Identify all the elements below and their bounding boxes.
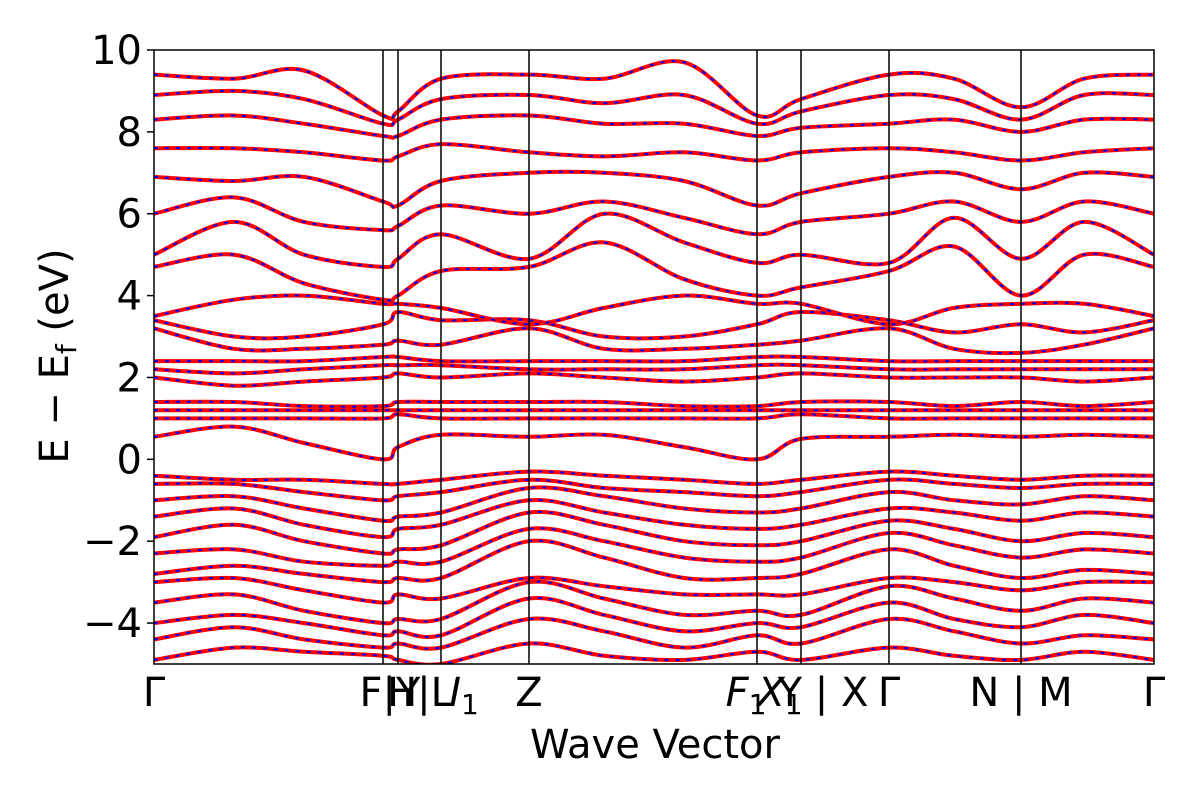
band-line-red-19 [154, 326, 1154, 356]
y-tick-label-5: 6 [117, 192, 142, 238]
x-kpoint-label-5: F1 [726, 670, 767, 721]
x-kpoint-label-9: N | M [969, 670, 1072, 716]
band-line-blue-dashed-17 [154, 363, 1154, 375]
y-tick-label-0: −4 [83, 601, 142, 647]
x-kpoint-label-8: Γ [878, 670, 901, 716]
band-line-blue-dashed-10 [154, 478, 1154, 502]
x-kpoint-label-3: I1 [449, 670, 479, 721]
y-axis-ticks: −4 −2 0 2 4 6 8 10 [83, 28, 154, 647]
x-kpoint-label-6: X1 [755, 670, 802, 721]
band-line-blue-dashed-1 [154, 617, 1154, 650]
y-axis-label: E − Ef (eV) [32, 248, 83, 463]
band-line-blue-dashed-16 [154, 372, 1154, 387]
y-axis-label-main: E − E [32, 354, 78, 464]
band-line-blue-dashed-23 [154, 212, 1154, 268]
band-line-blue-dashed-11 [154, 470, 1154, 486]
x-kpoint-label-2: H|L [387, 670, 454, 716]
y-tick-label-7: 10 [91, 28, 142, 74]
y-tick-label-3: 2 [117, 355, 142, 401]
band-line-blue-dashed-28 [154, 89, 1154, 127]
band-line-blue-dashed-21 [154, 294, 1154, 326]
band-line-blue-dashed-18 [154, 355, 1154, 363]
kpoint-separators [382, 50, 1022, 664]
y-tick-label-2: 0 [117, 437, 142, 483]
band-line-blue-dashed-12 [154, 425, 1154, 461]
band-line-blue-dashed-3 [154, 580, 1154, 625]
band-line-blue-dashed-0 [154, 642, 1154, 664]
band-line-red-9 [154, 485, 1154, 523]
band-line-blue-dashed-2 [154, 596, 1154, 638]
band-line-blue-dashed-13 [154, 413, 1154, 420]
x-axis-label: Wave Vector [530, 722, 781, 768]
band-line-blue-dashed-4 [154, 576, 1154, 604]
band-line-blue-dashed-29 [154, 60, 1154, 120]
band-line-red-27 [154, 113, 1154, 140]
x-kpoint-label-10: Γ [1143, 670, 1166, 716]
band-line-blue-dashed-24 [154, 196, 1154, 236]
y-axis-label-unit: (eV) [32, 248, 78, 331]
x-kpoint-label-4: Z [515, 670, 542, 716]
band-line-blue-dashed-5 [154, 539, 1154, 584]
band-line-blue-dashed-22 [154, 241, 1154, 302]
y-tick-label-4: 4 [117, 274, 142, 320]
band-line-blue-dashed-7 [154, 510, 1154, 555]
plot-frame [153, 49, 1155, 665]
y-tick-label-1: −2 [83, 519, 142, 565]
x-kpoint-label-0: Γ [143, 670, 166, 716]
x-kpoint-label-1: F|Y [360, 670, 421, 716]
band-line-blue-dashed-15 [154, 400, 1154, 408]
y-axis-label-space [32, 332, 78, 345]
band-line-blue-dashed-25 [154, 170, 1154, 209]
band-line-blue-dashed-8 [154, 499, 1154, 539]
y-axis-label-subscript: f [50, 343, 83, 354]
x-kpoint-label-7: Y | X [777, 670, 869, 716]
band-line-red-26 [154, 142, 1154, 163]
plot-area [153, 49, 1155, 665]
y-tick-label-6: 8 [117, 110, 142, 156]
band-line-red-6 [154, 526, 1154, 568]
band-line-blue-dashed-20 [154, 310, 1154, 340]
band-lines [154, 59, 1154, 664]
